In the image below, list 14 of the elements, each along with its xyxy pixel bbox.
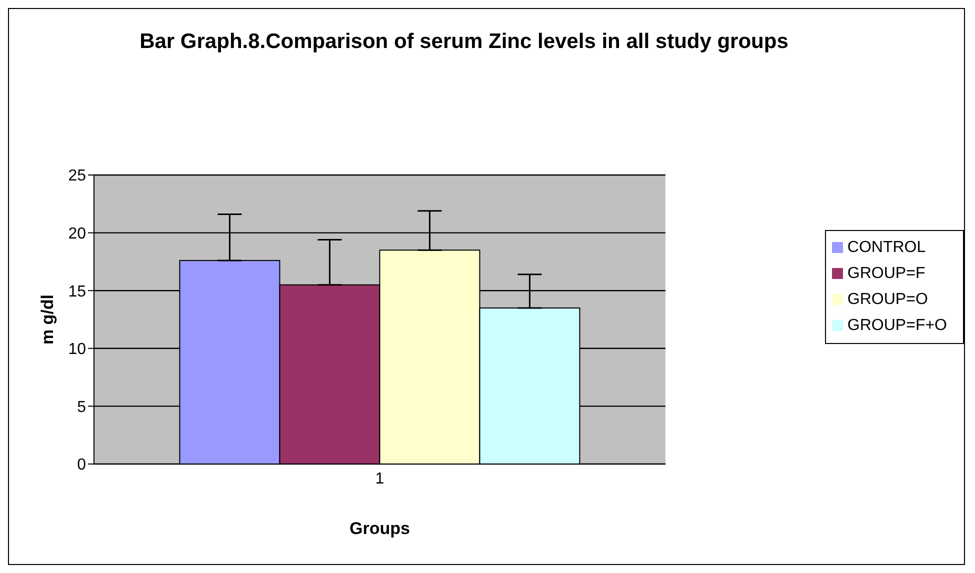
y-tick-label: 5 — [77, 398, 86, 416]
y-axis-title: m g/dl — [38, 294, 58, 345]
legend-label: GROUP=F — [847, 264, 926, 282]
legend-label: GROUP=F+O — [847, 316, 947, 334]
x-axis-title: Groups — [349, 519, 410, 538]
y-tick-label: 15 — [68, 283, 86, 300]
y-tick-label: 20 — [68, 225, 86, 242]
legend-label: GROUP=O — [847, 290, 928, 308]
legend-label: CONTROL — [847, 238, 926, 256]
y-tick-label: 0 — [77, 456, 86, 474]
x-tick-label: 1 — [375, 470, 384, 488]
y-tick-label: 10 — [68, 341, 86, 358]
y-tick-label: 25 — [68, 168, 86, 185]
chart-title: Bar Graph.8.Comparison of serum Zinc levels in all study groups — [138, 29, 790, 55]
